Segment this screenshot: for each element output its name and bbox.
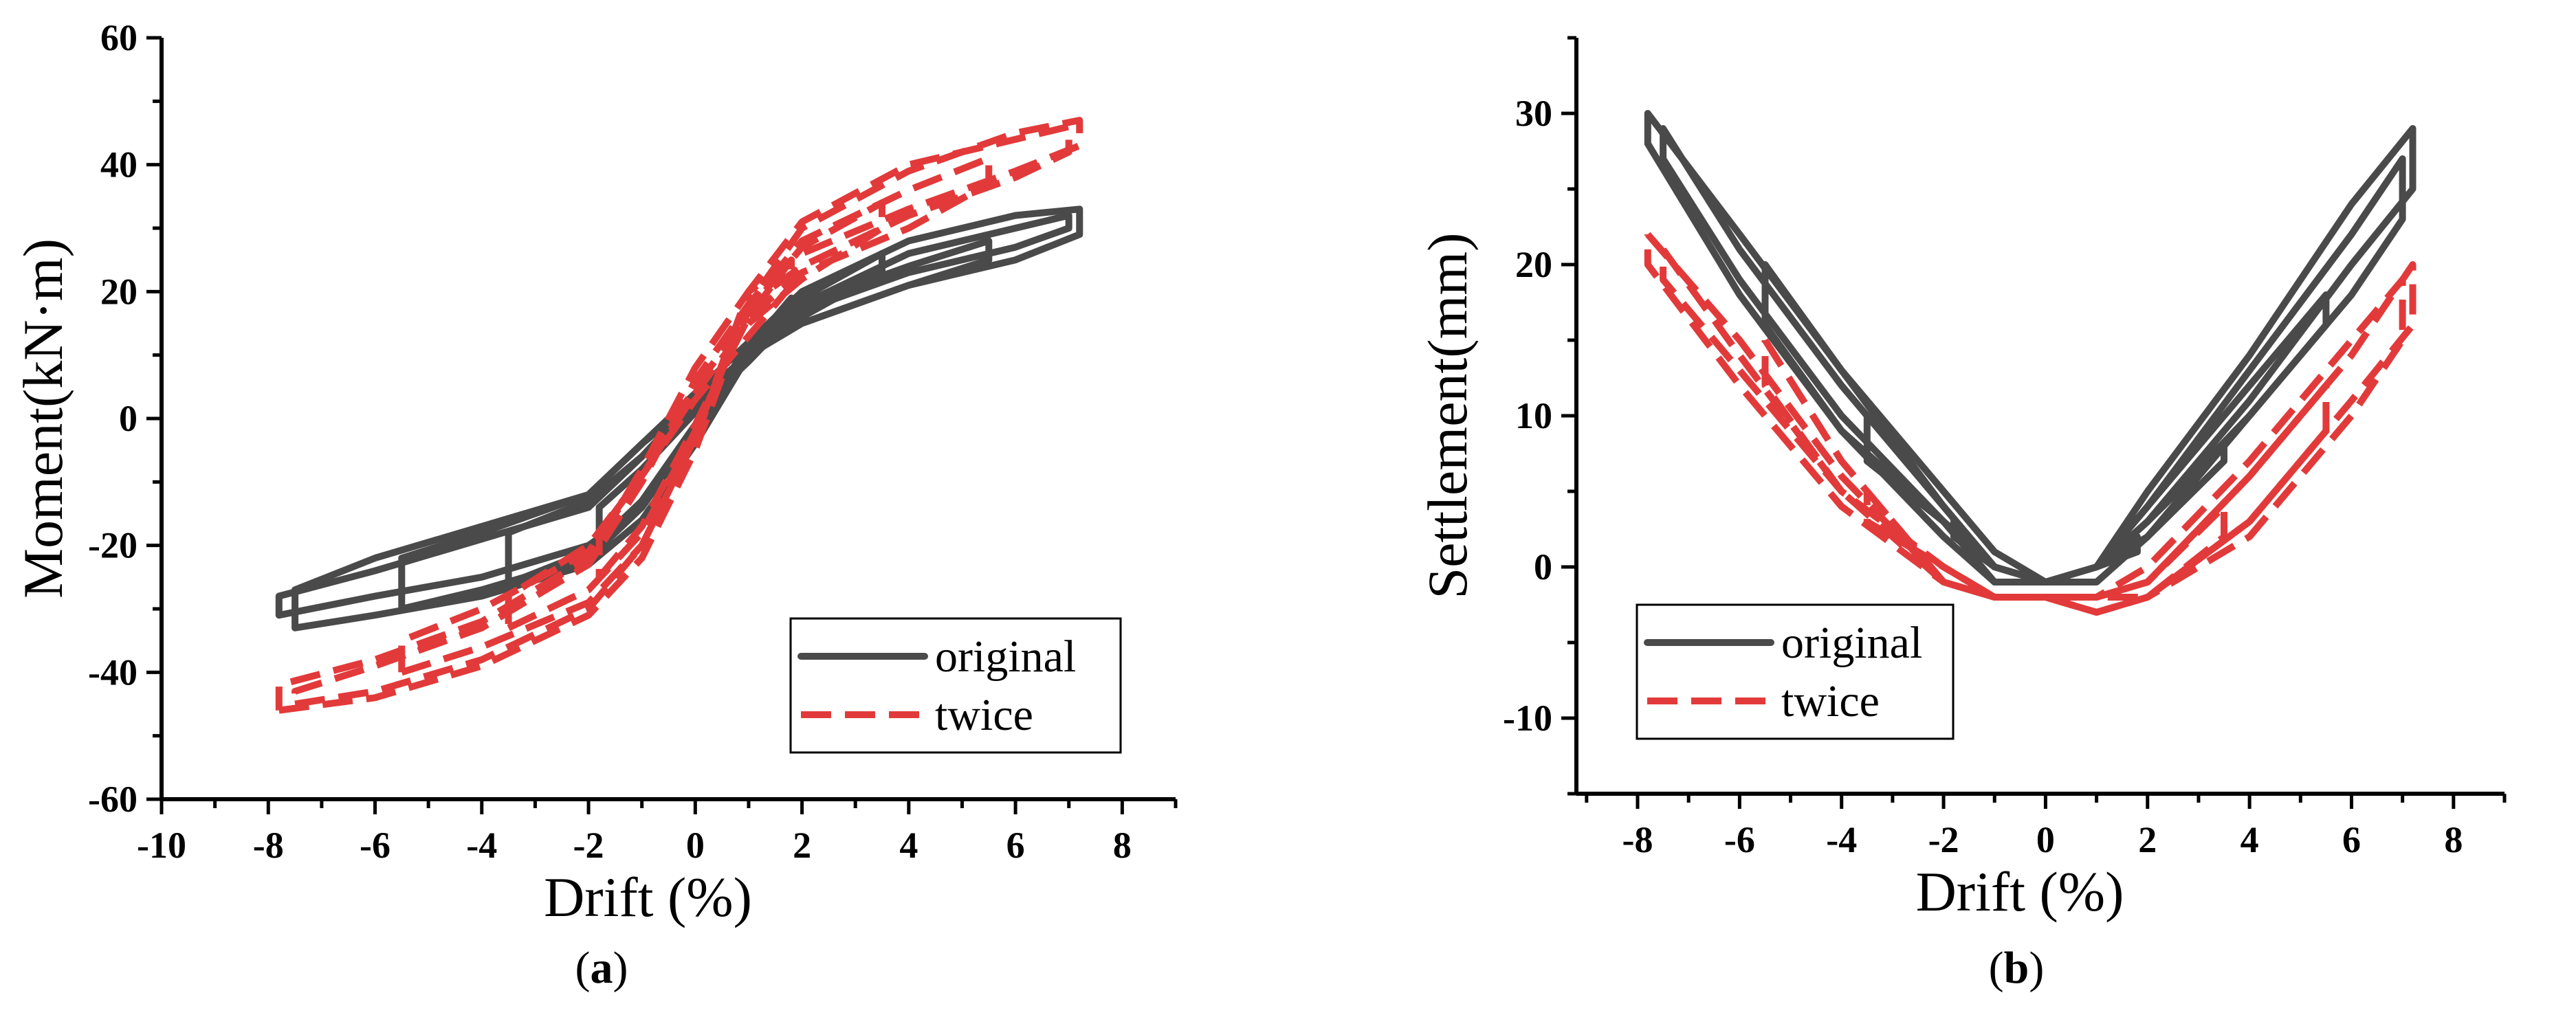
y-tick-label: 40 (100, 144, 137, 186)
x-tick-label: 4 (2241, 819, 2259, 860)
x-tick-label: 2 (793, 825, 811, 866)
x-tick-label: -2 (1928, 819, 1959, 860)
series-twice (275, 117, 1083, 714)
legend-original-label: original (1781, 618, 1922, 668)
x-tick-label: -8 (253, 825, 284, 866)
x-tick-label: -10 (137, 825, 186, 866)
x-tick-label: -4 (466, 825, 497, 866)
y-tick-label: 0 (1534, 546, 1552, 588)
series-original (1644, 110, 2417, 585)
y-tick-label: 60 (100, 17, 137, 58)
y-tick-label: 0 (119, 398, 137, 439)
x-tick-label: 8 (1113, 825, 1132, 866)
legend: original twice (1636, 603, 1955, 740)
legend-box (1636, 603, 1955, 740)
x-tick-label: 6 (2342, 819, 2361, 860)
legend-twice-label: twice (935, 690, 1033, 740)
y-tick-label: -10 (1503, 698, 1552, 739)
x-tick-label: -8 (1622, 819, 1653, 860)
series-twice-loop (398, 155, 993, 676)
y-axis-title: Settlement(mm) (1416, 233, 1479, 599)
x-tick-label: -6 (1724, 819, 1755, 860)
x-axis-title: Drift (%) (544, 866, 752, 928)
x-tick-label: 4 (899, 825, 918, 866)
x-tick-label: -2 (573, 825, 604, 866)
x-axis-title: Drift (%) (1916, 860, 2124, 923)
series-original-loop (1950, 518, 2141, 585)
y-tick-label: 30 (1515, 93, 1552, 134)
series-original (275, 205, 1083, 632)
y-tick-label: 20 (1515, 244, 1552, 285)
x-tick-label: -6 (360, 825, 390, 866)
y-tick-label: 20 (100, 271, 137, 312)
series-twice-loop (595, 256, 795, 580)
series-original-loop (398, 237, 993, 612)
series-twice (1644, 232, 2417, 616)
chart-a: (a) -10 -8 -6 -4 -2 0 2 4 6 8-60-40-200204060Drif… (12, 17, 1178, 993)
y-tick-label: -20 (88, 525, 137, 566)
caption-a: (a) (575, 943, 628, 993)
series-twice-loop (1863, 489, 2227, 601)
series-original-loop (595, 294, 795, 549)
legend: original twice (789, 617, 1122, 754)
y-tick-label: 10 (1515, 395, 1552, 436)
x-tick-label: 2 (2138, 819, 2157, 860)
y-tick-label: -60 (88, 779, 137, 820)
y-axis-title: Moment(kN·m) (12, 238, 74, 599)
chart-panel-b: (b) -8 -6 -4 -2 0 2 4 6 8 -10 0 10 20 30 Drift (%) Sett… (1288, 0, 2575, 1015)
series-twice-loop (275, 117, 1083, 714)
x-tick-label: 6 (1006, 825, 1025, 866)
legend-twice-label: twice (1781, 676, 1880, 726)
caption-b: (b) (1989, 943, 2045, 993)
legend-box (789, 617, 1122, 754)
chart-b: (b) -8 -6 -4 -2 0 2 4 6 8 -10 0 10 20 30 Drift (%) Sett… (1416, 36, 2507, 993)
series-original-loop (1644, 110, 2417, 585)
x-tick-label: -4 (1826, 819, 1857, 860)
y-tick-label: -40 (88, 651, 137, 693)
x-tick-label: 0 (2036, 819, 2055, 860)
chart-panel-a: (a) -10 -8 -6 -4 -2 0 2 4 6 8 -60 -40 -20 0 20 40 60 Drif… (12, 17, 1178, 993)
x-tick-label: 8 (2444, 819, 2463, 860)
x-tick-label: 0 (686, 825, 705, 866)
legend-original-label: original (935, 632, 1076, 682)
